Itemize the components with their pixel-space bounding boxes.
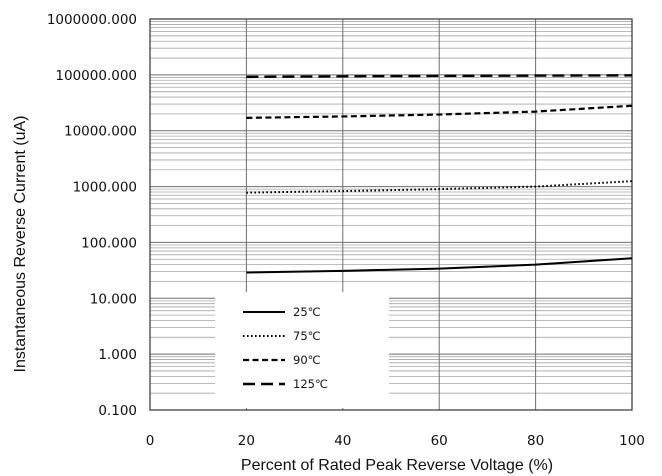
y-tick-label: 10000.000 xyxy=(64,124,137,140)
legend-label-2: 75℃ xyxy=(293,329,321,343)
x-tick-label: 80 xyxy=(527,433,544,449)
plot-border xyxy=(149,18,633,411)
y-tick-label: 10.000 xyxy=(90,291,137,307)
legend-label-1: 25℃ xyxy=(293,305,321,319)
series-line-3 xyxy=(246,104,633,119)
y-axis-title: Instantaneous Reverse Current (uA) xyxy=(12,115,29,372)
x-tick-labels: 0 20 40 60 80 100 xyxy=(146,433,645,449)
y-tick-label: 1000000.000 xyxy=(47,12,137,28)
legend-label-3: 90℃ xyxy=(293,353,321,367)
y-tick-labels: 0.100 1.000 10.000 100.000 1000.000 10000.000… xyxy=(47,12,137,419)
y-tick-label: 0.100 xyxy=(98,403,137,419)
y-tick-label: 100000.000 xyxy=(55,68,137,84)
series-line-1 xyxy=(246,257,633,274)
x-tick-label: 40 xyxy=(334,433,351,449)
legend: 25℃ 75℃ 90℃ 125℃ xyxy=(243,305,328,391)
x-tick-label: 0 xyxy=(146,433,155,449)
y-tick-label: 100.000 xyxy=(81,235,137,251)
x-axis-title: Percent of Rated Peak Reverse Voltage (%… xyxy=(241,457,553,474)
y-tick-label: 1.000 xyxy=(98,347,137,363)
series-line-2 xyxy=(246,180,633,194)
series-line-4 xyxy=(246,74,633,79)
legend-label-4: 125℃ xyxy=(293,377,328,391)
x-tick-label: 60 xyxy=(431,433,448,449)
x-tick-label: 100 xyxy=(619,433,645,449)
series-layer xyxy=(246,74,633,274)
y-tick-label: 1000.000 xyxy=(73,180,137,196)
x-tick-label: 20 xyxy=(238,433,255,449)
plot-frame xyxy=(149,18,633,411)
